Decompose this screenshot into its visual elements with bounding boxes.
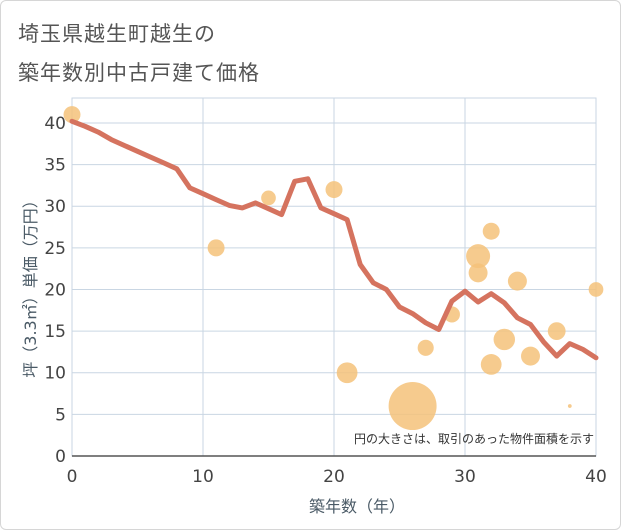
- bubble-point: [480, 354, 502, 375]
- y-tick-label: 30: [44, 197, 66, 217]
- x-tick-label: 10: [192, 467, 214, 487]
- tick-labels: 0 10 20 30 40 0 5 10 15 20 25 30 35 40: [44, 114, 606, 487]
- y-tick-label: 10: [44, 364, 66, 384]
- bubble-point: [567, 404, 572, 408]
- y-tick-label: 25: [44, 239, 66, 259]
- bubble-point: [468, 263, 488, 283]
- bubble-point: [493, 328, 516, 351]
- x-axis-label: 築年数（年）: [309, 497, 405, 516]
- y-tick-label: 40: [44, 114, 66, 134]
- x-tick-label: 0: [67, 467, 78, 487]
- chart-title-line1: 埼玉県越生町越生の: [18, 22, 216, 46]
- bubble-point: [521, 346, 540, 366]
- y-tick-label: 0: [55, 447, 66, 467]
- y-tick-label: 20: [44, 280, 66, 300]
- size-note: 円の大きさは、取引のあった物件面積を示す: [354, 431, 594, 446]
- y-tick-label: 15: [44, 322, 66, 342]
- bubble-point: [388, 382, 437, 431]
- x-tick-label: 30: [454, 467, 476, 487]
- bubble-point: [547, 322, 566, 341]
- trend-line: [69, 118, 599, 361]
- bubble-point: [588, 282, 604, 297]
- bubble-point: [63, 106, 81, 124]
- chart-title-line2: 築年数別中古戸建て価格: [18, 61, 260, 85]
- y-tick-label: 35: [44, 156, 66, 176]
- y-tick-label: 5: [55, 405, 66, 425]
- bubble-point: [466, 244, 491, 269]
- bubble-point: [507, 271, 527, 291]
- x-tick-label: 40: [585, 467, 607, 487]
- y-axis-label: 坪（3.3㎡）単価（万円）: [21, 192, 40, 377]
- bubble-point: [261, 190, 276, 206]
- x-tick-label: 20: [323, 467, 345, 487]
- bubble-point: [207, 239, 225, 257]
- bubble-point: [336, 362, 358, 384]
- bubble-point: [482, 222, 500, 240]
- bubble-point: [417, 339, 434, 356]
- bubble-point: [325, 181, 343, 199]
